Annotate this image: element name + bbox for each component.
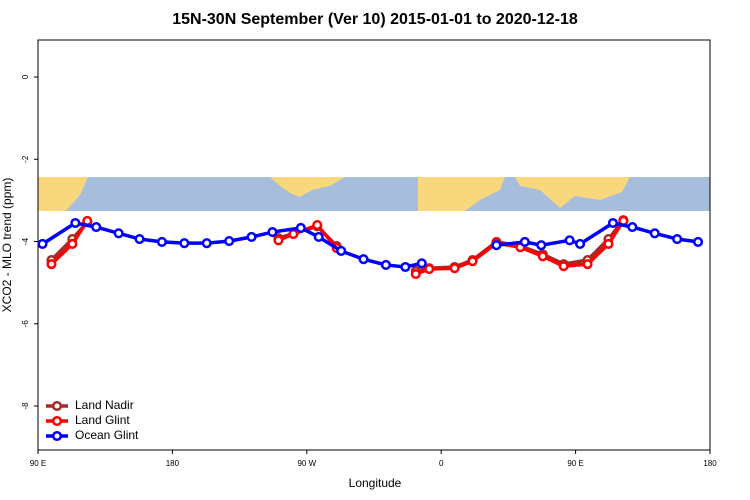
point — [313, 231, 324, 243]
point — [267, 226, 278, 238]
point — [649, 228, 660, 239]
point — [179, 238, 190, 249]
point — [449, 263, 460, 274]
point — [424, 264, 435, 275]
x-tick-label: 90 E — [30, 459, 46, 468]
legend-label: Land Glint — [75, 413, 130, 427]
point — [410, 268, 421, 280]
point — [37, 238, 48, 250]
point — [67, 238, 78, 250]
legend-label: Land Nadir — [75, 398, 134, 412]
point — [134, 233, 145, 245]
point — [273, 235, 284, 246]
x-tick-label: 90 E — [567, 459, 583, 468]
point — [519, 236, 530, 247]
point — [91, 222, 102, 233]
y-axis-label: XCO2 - MLO trend (ppm) — [0, 178, 14, 313]
legend-marker — [51, 400, 63, 412]
point — [46, 259, 57, 270]
legend-marker — [51, 430, 63, 442]
point — [201, 238, 212, 249]
point — [467, 256, 478, 267]
point — [156, 236, 167, 247]
land — [38, 177, 88, 211]
point — [295, 222, 306, 233]
point — [380, 259, 391, 270]
point — [693, 236, 704, 247]
land — [270, 177, 345, 197]
point — [288, 229, 299, 240]
y-tick-label: 0 — [21, 74, 30, 79]
chart-title: 15N-30N September (Ver 10) 2015-01-01 to… — [172, 11, 578, 28]
map-strip — [38, 177, 710, 211]
point — [400, 261, 411, 273]
point — [672, 233, 683, 245]
point — [564, 235, 575, 246]
y-tick-label: -4 — [21, 237, 30, 245]
point — [416, 258, 427, 269]
point — [536, 240, 547, 251]
x-tick-label: 0 — [439, 459, 444, 468]
point — [627, 222, 638, 233]
point — [358, 254, 369, 265]
y-tick-label: -6 — [21, 320, 30, 328]
y-tick-label: -2 — [21, 155, 30, 163]
legend-marker — [51, 415, 63, 427]
point — [224, 236, 235, 247]
point — [558, 261, 569, 272]
x-axis-label: Longitude — [349, 476, 402, 490]
point — [246, 231, 257, 243]
point — [336, 245, 347, 257]
point — [603, 238, 614, 250]
x-tick-label: 180 — [166, 459, 180, 468]
y-tick-label: -8 — [21, 402, 30, 410]
land — [418, 177, 505, 211]
point — [607, 217, 618, 229]
point — [113, 228, 124, 239]
point — [491, 240, 502, 251]
point — [70, 217, 81, 229]
x-tick-label: 180 — [703, 459, 717, 468]
point — [312, 220, 323, 231]
point — [575, 238, 586, 250]
x-tick-label: 90 W — [297, 459, 316, 468]
point — [582, 259, 593, 270]
legend-label: Ocean Glint — [75, 428, 139, 442]
land — [515, 177, 630, 208]
point — [537, 251, 548, 262]
